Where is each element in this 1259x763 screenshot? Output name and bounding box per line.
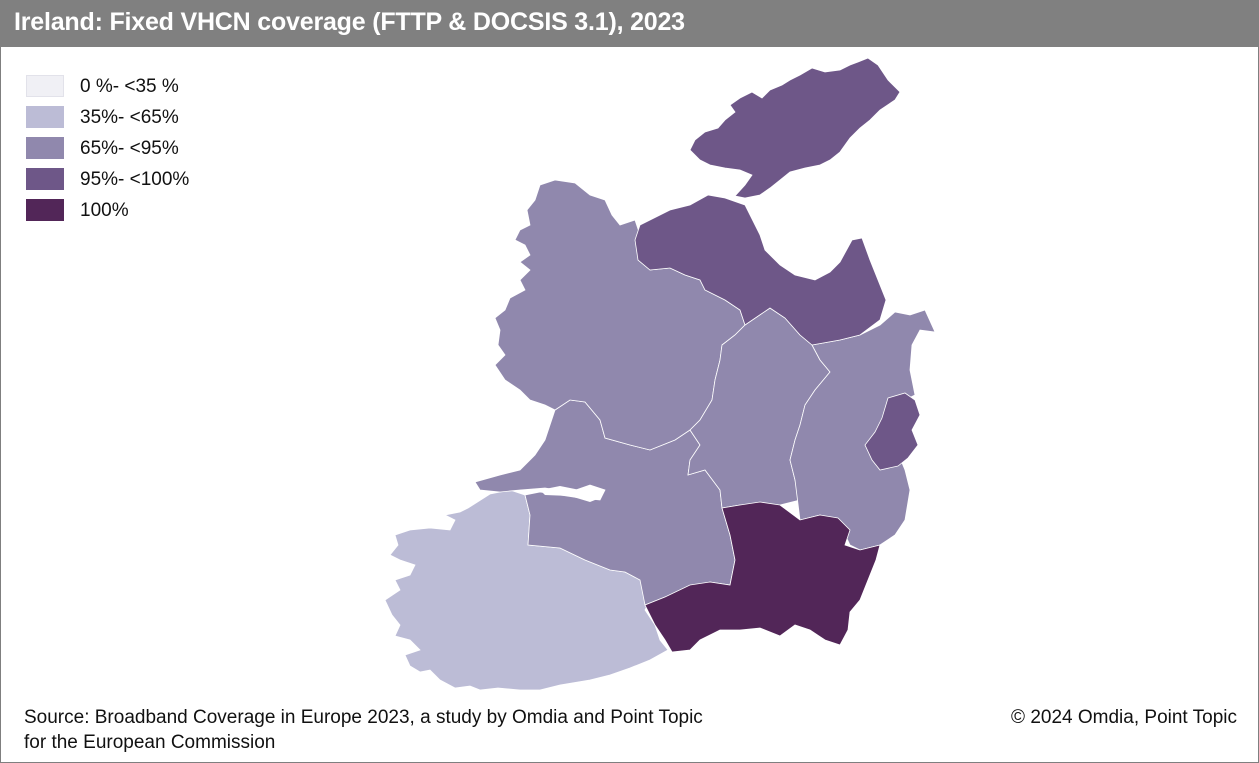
source-line-2: for the European Commission — [24, 732, 276, 753]
legend-swatch — [26, 199, 64, 221]
title-bar: Ireland: Fixed VHCN coverage (FTTP & DOC… — [0, 0, 1259, 47]
source-line-1: Source: Broadband Coverage in Europe 202… — [24, 707, 703, 728]
legend-swatch — [26, 168, 64, 190]
copyright-note: © 2024 Omdia, Point Topic — [1011, 707, 1237, 728]
region-dublin — [864, 392, 921, 471]
legend-swatch — [26, 75, 64, 97]
region-border — [634, 194, 887, 346]
legend-label: 0 %- <35 % — [80, 76, 179, 97]
legend-swatch — [26, 106, 64, 128]
region-south-east — [644, 501, 881, 653]
source-note: Source: Broadband Coverage in Europe 202… — [24, 705, 703, 755]
legend-label: 35%- <65% — [80, 107, 179, 128]
legend-swatch — [26, 137, 64, 159]
region-donegal — [689, 57, 901, 199]
map-title: Ireland: Fixed VHCN coverage (FTTP & DOC… — [14, 8, 685, 36]
legend-label: 95%- <100% — [80, 169, 190, 190]
legend-label: 65%- <95% — [80, 138, 179, 159]
region-mid-east — [789, 309, 936, 551]
legend-label: 100% — [80, 200, 129, 221]
